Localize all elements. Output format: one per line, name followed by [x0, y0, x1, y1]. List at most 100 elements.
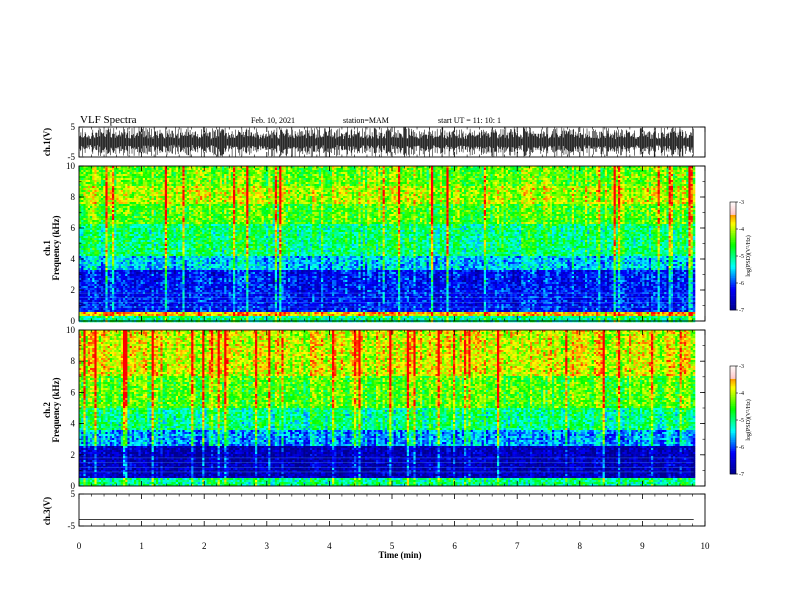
- spectrogram-cell: [162, 172, 166, 175]
- spectrogram-cell: [314, 194, 317, 197]
- spectrogram-cell: [312, 200, 315, 203]
- spectrogram-cell: [409, 186, 412, 189]
- spectrogram-cell: [195, 174, 199, 177]
- spectrogram-cell: [87, 200, 91, 203]
- spectrogram-cell: [272, 168, 276, 171]
- spectrogram-cell: [334, 170, 337, 173]
- spectrogram-cell: [395, 166, 399, 169]
- spectrogram-cell: [158, 174, 161, 177]
- spectrogram-cell: [230, 168, 234, 171]
- spectrogram-cell: [226, 172, 229, 175]
- spectrogram-cell: [204, 184, 207, 187]
- spectrogram-cell: [505, 174, 509, 177]
- spectrogram-cell: [134, 192, 137, 195]
- spectrogram-cell: [235, 188, 238, 191]
- spectrogram-cell: [686, 184, 689, 187]
- spectrogram-cell: [464, 184, 467, 187]
- spectrogram-cell: [98, 168, 102, 171]
- spectrogram-cell: [378, 188, 381, 191]
- spectrogram-cell: [690, 166, 694, 169]
- spectrogram-cell: [508, 196, 511, 199]
- spectrogram-cell: [314, 196, 317, 199]
- spectrogram-cell: [417, 182, 421, 185]
- spectrogram-cell: [202, 190, 205, 193]
- spectrogram-cell: [96, 196, 100, 199]
- spectrogram-cell: [536, 190, 540, 193]
- spectrogram-cell: [433, 186, 436, 189]
- spectrogram-cell: [450, 196, 454, 199]
- spectrogram-cell: [248, 168, 251, 171]
- spectrogram-cell: [257, 184, 260, 187]
- spectrogram-cell: [681, 178, 685, 181]
- spectrogram-cell: [167, 180, 170, 183]
- spectrogram-cell: [204, 168, 207, 171]
- spectrogram-cell: [131, 200, 135, 203]
- spectrogram-cell: [615, 176, 619, 179]
- spectrogram-cell: [325, 182, 328, 185]
- spectrogram-cell: [468, 180, 471, 183]
- spectrogram-cell: [642, 188, 645, 191]
- spectrogram-cell: [477, 198, 480, 201]
- spectrogram-cell: [635, 166, 639, 169]
- spectrogram-cell: [142, 176, 146, 179]
- spectrogram-cell: [560, 174, 564, 177]
- spectrogram-cell: [576, 174, 579, 177]
- spectrogram-cell: [611, 168, 614, 171]
- spectrogram-cell: [494, 182, 498, 185]
- spectrogram-cell: [112, 172, 115, 175]
- spectrogram-cell: [541, 178, 544, 181]
- spectrogram-cell: [112, 192, 115, 195]
- spectrogram-cell: [246, 170, 249, 173]
- spectrogram-cell: [373, 186, 377, 189]
- spectrogram-cell: [371, 192, 375, 195]
- spectrogram-cell: [266, 172, 269, 175]
- spectrogram-cell: [481, 168, 485, 171]
- spectrogram-cell: [547, 174, 551, 177]
- spectrogram-cell: [171, 172, 174, 175]
- spectrogram-cell: [409, 198, 412, 201]
- spectrogram-cell: [620, 186, 623, 189]
- spectrogram-cell: [182, 200, 185, 203]
- spectrogram-cell: [156, 192, 159, 195]
- spectrogram-cell: [556, 170, 559, 173]
- spectrogram-cell: [428, 196, 432, 199]
- spectrogram-cell: [94, 172, 97, 175]
- spectrogram-cell: [582, 176, 586, 179]
- spectrogram-cell: [219, 182, 223, 185]
- spectrogram-cell: [365, 172, 368, 175]
- spectrogram-cell: [589, 196, 592, 199]
- spectrogram-cell: [646, 194, 650, 197]
- spectrogram-cell: [182, 178, 185, 181]
- spectrogram-cell: [204, 178, 207, 181]
- spectrogram-cell: [349, 174, 353, 177]
- spectrogram-cell: [613, 166, 617, 169]
- spectrogram-cell: [237, 184, 240, 187]
- spectrogram-cell: [83, 182, 86, 185]
- spectrogram-cell: [648, 188, 652, 191]
- spectrogram-cell: [512, 190, 515, 193]
- spectrogram-cell: [521, 178, 524, 181]
- spectrogram-cell: [668, 194, 672, 197]
- spectrogram-cell: [241, 190, 245, 193]
- spectrogram-cell: [191, 178, 194, 181]
- spectrogram-cell: [503, 168, 507, 171]
- spectrogram-cell: [250, 172, 254, 175]
- spectrogram-cell: [571, 192, 575, 195]
- spectrogram-cell: [503, 194, 507, 197]
- spectrogram-cell: [596, 186, 599, 189]
- spectrogram-cell: [378, 170, 381, 173]
- spectrogram-cell: [263, 196, 267, 199]
- spectrogram-cell: [305, 178, 309, 181]
- spectrogram-cell: [120, 186, 124, 189]
- spectrogram-cell: [193, 176, 196, 179]
- spectrogram-cell: [382, 178, 386, 181]
- spectrogram-cell: [532, 184, 535, 187]
- spectrogram-cell: [501, 198, 504, 201]
- spectrogram-cell: [420, 166, 423, 169]
- spectrogram-cell: [692, 182, 696, 185]
- spectrogram-cell: [666, 168, 669, 171]
- spectrogram-cell: [237, 200, 240, 203]
- spectrogram-cell: [613, 168, 617, 171]
- spectrogram-cell: [600, 192, 603, 195]
- spectrogram-cell: [310, 196, 313, 199]
